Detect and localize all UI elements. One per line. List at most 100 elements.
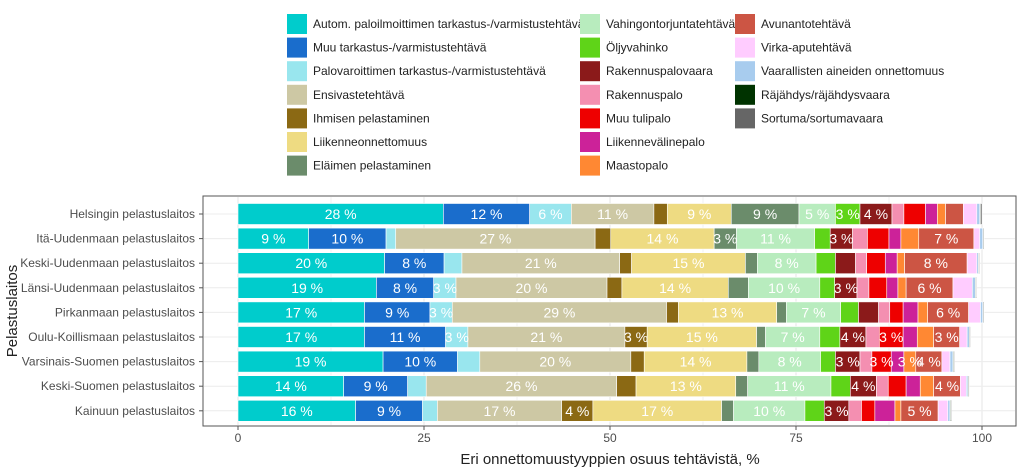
bar-segment [819,276,835,299]
data-label: 10 % [753,403,785,419]
legend-swatch [735,108,755,129]
legend-swatch [580,132,600,152]
data-label: 3 % [429,304,453,320]
bar-segment [972,276,976,299]
bar-segment [937,203,946,225]
data-label: 7 % [934,231,958,247]
y-axis-ticks: Helsingin pelastuslaitos Itä-Uudenmaan pe… [20,207,203,418]
y-tick-label: Oulu-Koillismaan pelastuslaitos [28,330,195,344]
bar-segment [422,399,438,422]
bar-segment [978,252,981,274]
legend-label: Muu tulipalo [606,111,671,125]
data-label: 19 % [295,354,327,370]
data-label: 4 % [917,354,941,370]
legend-swatch [287,84,307,105]
legend-label: Liikennevälinepalo [606,135,705,149]
y-tick-label: Varsinais-Suomen pelastuslaitos [22,355,195,369]
legend-label: Vahingontorjuntatehtävä [606,17,736,31]
data-label: 15 % [673,255,705,271]
y-tick-label: Länsi-Uudenmaan pelastuslaitos [21,281,195,295]
bar-segment [903,203,926,225]
bar-segment [902,326,918,348]
bar-segment [721,399,734,422]
x-tick-label: 50 [603,431,617,445]
data-label: 14 % [659,280,691,296]
data-label: 10 % [768,280,800,296]
data-label: 3 % [869,354,893,370]
data-label: 9 % [687,206,711,222]
bar-segment [983,301,985,324]
data-label: 14 % [275,378,307,394]
data-label: 10 % [404,354,436,370]
data-label: 3 % [935,329,959,345]
bar-segment [443,252,463,274]
legend-label: Rakennuspalovaara [606,64,713,78]
data-label: 4 % [851,378,875,394]
bar-segment [776,301,787,324]
bar-segment [756,326,766,348]
legend-swatch [580,108,600,129]
data-label: 6 % [538,206,562,222]
bar-segment [835,252,856,274]
legend-swatch [580,84,600,105]
data-label: 15 % [686,329,718,345]
bar-segment [457,350,481,373]
data-label: 4 % [935,378,959,394]
bar-segment [917,301,928,324]
bar-segment [630,350,645,373]
bar-segment [966,252,978,274]
bar-segment [983,227,985,250]
data-label: 6 % [936,304,960,320]
bar-segment [925,203,938,225]
data-label: 3 % [879,329,903,345]
data-label: 6 % [917,280,941,296]
bar-segment [848,399,862,422]
data-label: 13 % [670,378,702,394]
x-tick-label: 75 [789,431,803,445]
bar-segment [874,399,896,422]
legend-swatch [735,14,755,34]
y-tick-label: Helsingin pelastuslaitos [70,207,195,221]
legend-swatch [287,108,307,129]
legend-label: Liikenneonnettomuus [313,135,427,149]
legend-swatch [580,155,600,176]
bar-segment [804,399,825,422]
legend-label: Avunantotehtävä [761,17,851,31]
y-tick-label: Keski-Uudenmaan pelastuslaitos [20,256,195,270]
bar-segment [666,301,679,324]
data-label: 3 % [445,329,469,345]
data-label: 8 % [775,255,799,271]
legend-swatch [287,155,307,176]
bar-segment [897,276,907,299]
bar-segment [896,252,905,274]
legend-label: Rakennuspalo [606,88,683,102]
data-label: 4 % [841,329,865,345]
data-label: 11 % [390,329,421,345]
legend-label: Ihmisen pelastaminen [313,111,430,125]
bar-segment [886,276,899,299]
data-label: 3 % [836,354,860,370]
bar-segment [735,375,748,398]
data-label: 27 % [479,231,511,247]
bar-segment [858,301,879,324]
bar-segment [653,203,668,225]
bar-segment [889,301,904,324]
data-label: 20 % [516,280,548,296]
data-label: 11 % [774,378,805,394]
data-label: 9 % [364,378,388,394]
data-label: 26 % [506,378,538,394]
bar-segment [945,203,964,225]
data-label: 4 % [565,403,589,419]
bar-segment [900,227,920,250]
y-tick-label: Keski-Suomen pelastuslaitos [41,379,195,393]
bar-segment [746,350,760,373]
data-label: 3 % [713,231,737,247]
bar-segment [952,276,973,299]
data-label: 14 % [646,231,678,247]
legend-swatch [580,37,600,58]
bar-segment [937,399,949,422]
x-tick-label: 0 [235,431,242,445]
legend-label: Muu tarkastus-/varmistustehtävä [313,41,487,55]
x-tick-label: 25 [417,431,431,445]
